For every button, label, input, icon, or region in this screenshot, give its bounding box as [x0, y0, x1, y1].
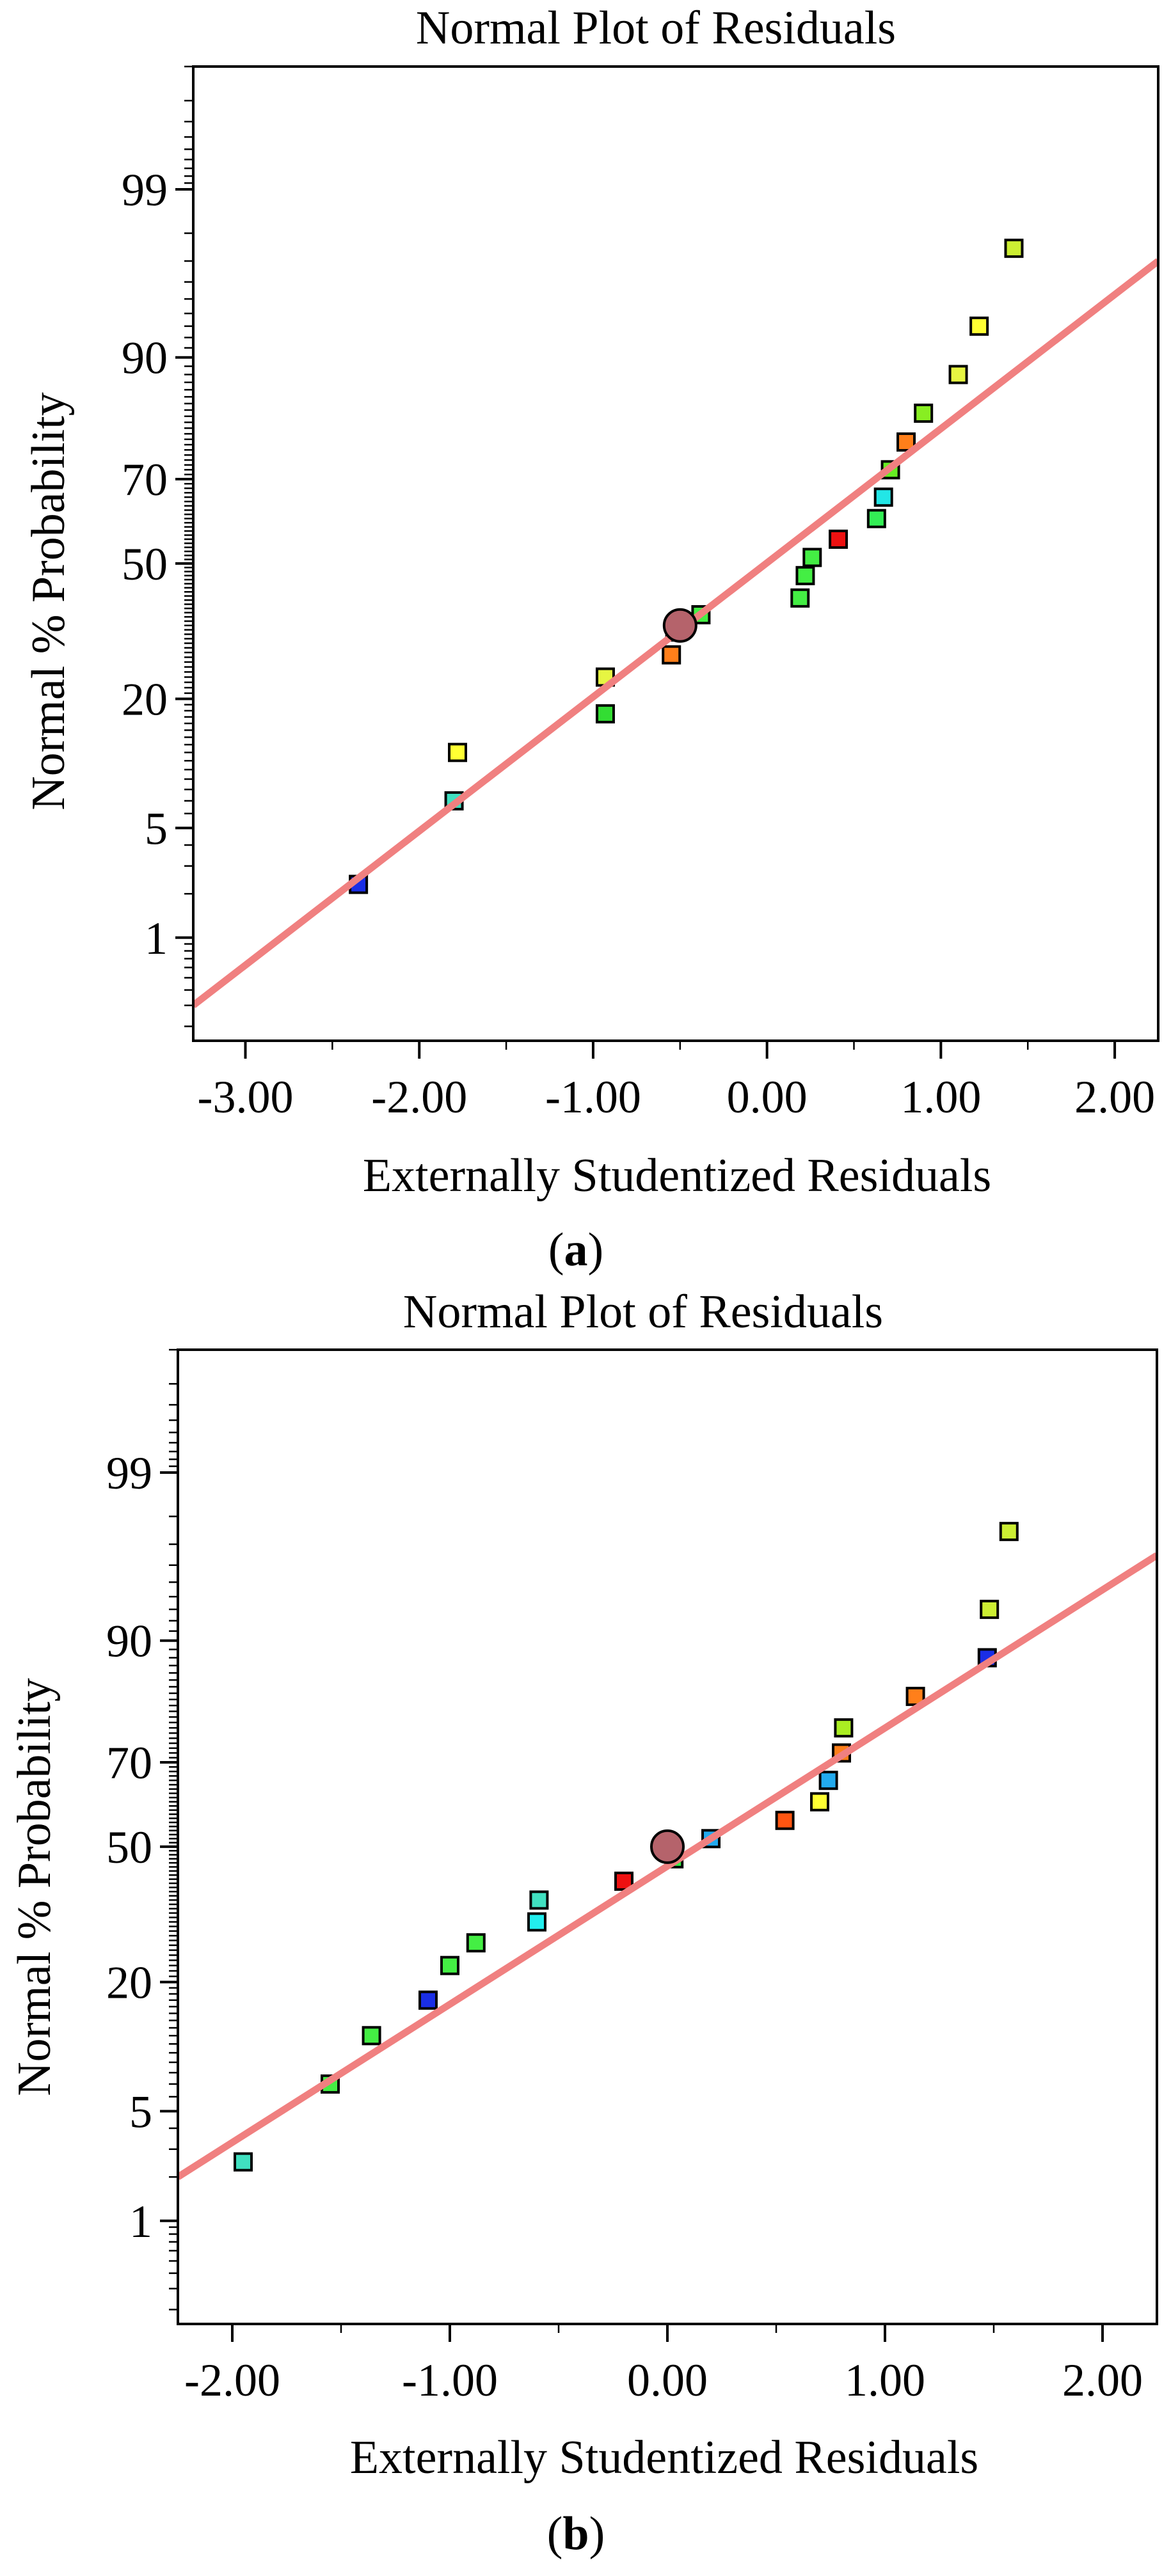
caption-letter: b	[562, 2508, 589, 2560]
data-point	[948, 365, 968, 384]
x-tick-label: 0.00	[627, 2355, 708, 2406]
data-point	[662, 645, 681, 665]
x-tick-label: 1.00	[845, 2355, 925, 2406]
data-point	[527, 1912, 546, 1932]
y-tick-label: 99	[106, 1448, 152, 1499]
data-point	[595, 704, 615, 723]
x-axis-ticks: -3.00 -2.00 -1.00 0.00 1.00 2.00	[198, 1041, 1155, 1123]
y-tick-label: 99	[122, 164, 168, 216]
caption-open-paren: (	[547, 2508, 563, 2560]
data-point	[448, 743, 468, 763]
fit-line	[178, 1552, 1157, 2180]
data-point	[529, 1890, 549, 1910]
x-axis-label: Externally Studentized Residuals	[350, 2431, 978, 2484]
data-point	[866, 509, 886, 528]
data-point	[829, 529, 848, 549]
y-tick-label: 20	[122, 674, 168, 725]
plot-frame	[192, 65, 1159, 1042]
data-point	[818, 1771, 838, 1790]
data-point	[234, 2152, 253, 2172]
y-tick-label: 50	[106, 1822, 152, 1873]
x-tick-label: 2.00	[1062, 2355, 1143, 2406]
y-tick-label: 50	[122, 539, 168, 590]
center-point-marker	[650, 1829, 685, 1864]
y-axis-label: Normal % Probability	[8, 1678, 61, 2096]
caption-letter: a	[564, 1224, 588, 1276]
x-tick-label: 2.00	[1074, 1071, 1155, 1123]
data-point	[810, 1792, 829, 1812]
x-tick-label: -2.00	[371, 1071, 467, 1123]
data-point	[795, 565, 815, 585]
x-tick-label: -2.00	[184, 2355, 280, 2406]
data-point	[969, 316, 989, 336]
data-points	[349, 239, 1024, 894]
data-point	[914, 403, 934, 423]
y-tick-label: 5	[145, 803, 168, 854]
y-tick-label: 1	[145, 913, 168, 964]
y-axis-ticks: 1 5 20 50 70 90 99	[122, 65, 193, 1027]
data-point	[834, 1718, 854, 1738]
y-tick-label: 90	[106, 1616, 152, 1667]
data-point	[980, 1599, 1000, 1619]
data-point	[790, 588, 810, 608]
data-point	[999, 1522, 1019, 1542]
y-tick-label: 20	[106, 1957, 152, 2008]
caption-open-paren: (	[548, 1224, 564, 1276]
panel-caption: (a)	[548, 1224, 603, 1276]
y-tick-label: 90	[122, 333, 168, 384]
x-tick-label: 1.00	[900, 1071, 981, 1123]
data-points	[234, 1522, 1019, 2172]
center-point-marker	[662, 608, 697, 643]
y-tick-label: 70	[122, 454, 168, 505]
panel-a: Normal Plot of Residuals 1 5 20 50 70 90 99 -3…	[22, 2, 1159, 1276]
y-tick-label: 1	[129, 2196, 152, 2247]
chart-title: Normal Plot of Residuals	[403, 1286, 883, 1338]
y-tick-label: 5	[129, 2086, 152, 2137]
data-point	[802, 548, 822, 567]
y-axis-ticks: 1 5 20 50 70 90 99	[106, 1348, 178, 2311]
data-point	[466, 1933, 486, 1953]
data-point	[362, 2026, 381, 2046]
x-axis-ticks: -2.00 -1.00 0.00 1.00 2.00	[184, 2324, 1143, 2406]
data-point	[775, 1810, 795, 1830]
data-point	[873, 487, 893, 507]
panel-caption: (b)	[547, 2508, 605, 2560]
x-tick-label: -1.00	[402, 2355, 498, 2406]
data-point	[440, 1956, 459, 1975]
caption-close-paren: )	[589, 2508, 605, 2560]
chart-title: Normal Plot of Residuals	[416, 2, 896, 54]
data-point	[418, 1990, 438, 2010]
data-point	[1004, 239, 1024, 258]
x-axis-label: Externally Studentized Residuals	[363, 1150, 991, 1202]
plot-frame	[177, 1348, 1158, 2325]
panel-b: Normal Plot of Residuals 1 5 20 50 70 90 99 -2…	[8, 1286, 1158, 2560]
x-tick-label: -3.00	[198, 1071, 294, 1123]
y-tick-label: 70	[106, 1737, 152, 1789]
x-tick-label: -1.00	[545, 1071, 641, 1123]
y-axis-label: Normal % Probability	[22, 392, 75, 810]
x-tick-label: 0.00	[727, 1071, 808, 1123]
caption-close-paren: )	[588, 1224, 604, 1276]
